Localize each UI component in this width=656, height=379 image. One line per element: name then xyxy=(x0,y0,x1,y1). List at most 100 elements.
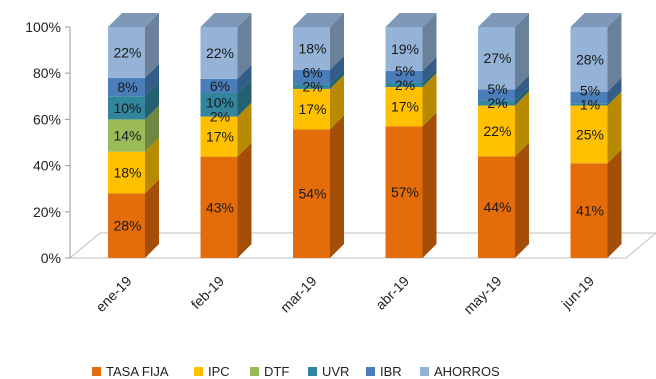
bar-segment-dtf xyxy=(108,119,145,152)
bar-top xyxy=(293,13,344,27)
bar-segment-ipc xyxy=(293,88,330,130)
legend-swatch xyxy=(92,367,101,376)
data-label-ipc: 17% xyxy=(298,101,326,117)
legend-item-ahorros: AHORROS xyxy=(420,364,500,379)
bar-segment-ibr xyxy=(200,78,238,93)
data-label-tasa-fija: 57% xyxy=(391,184,419,200)
legend-item-dtf: DTF xyxy=(250,364,289,379)
x-tick-label: jun-19 xyxy=(558,273,598,313)
bar-side-ibr xyxy=(515,75,529,101)
bar-segment-uvr xyxy=(293,84,330,89)
bar-side-ipc xyxy=(330,74,344,130)
data-label-ibr: 5% xyxy=(487,81,507,97)
x-tick-label: abr-19 xyxy=(372,273,412,313)
bar-stack-mar-19 xyxy=(293,13,344,258)
y-tick-label: 100% xyxy=(25,19,61,35)
bar-side-ibr xyxy=(330,55,344,85)
bar-side-ahorros xyxy=(330,13,344,70)
legend-item-tasa-fija: TASA FIJA xyxy=(92,364,169,379)
bar-side-ahorros xyxy=(515,13,529,90)
legend-item-ibr: IBR xyxy=(366,364,402,379)
bar-top xyxy=(108,13,159,27)
legend: TASA FIJA IPC DTF UVR IBR AHORROS xyxy=(92,364,500,379)
y-axis: 0% 20% 40% 60% 80% 100% xyxy=(25,19,71,266)
bar-segment-uvr xyxy=(200,93,238,117)
bar-side-tasa-fija xyxy=(607,149,622,258)
bar-side-uvr xyxy=(145,82,159,120)
bar-side-ipc xyxy=(422,73,437,127)
bar-segment-ibr xyxy=(108,77,145,97)
data-label-ipc: 17% xyxy=(391,99,419,115)
data-label-ahorros: 22% xyxy=(206,45,234,61)
bar-segment-tasa-fija xyxy=(478,156,515,258)
bar-side-tasa-fija xyxy=(330,115,344,258)
bar-side-uvr xyxy=(237,79,252,117)
bar-segment-ipc xyxy=(570,105,608,164)
bars-group xyxy=(108,13,622,258)
bar-stack-jun-19 xyxy=(570,13,622,258)
bar-segment-ipc xyxy=(385,87,423,127)
bar-segment-ipc xyxy=(108,151,145,194)
data-label-tasa-fija: 43% xyxy=(206,199,234,215)
legend-label: UVR xyxy=(322,364,349,379)
data-label-tasa-fija: 44% xyxy=(483,199,511,215)
bar-side-uvr xyxy=(422,68,437,88)
y-tick-label: 0% xyxy=(41,250,61,266)
bar-segment-tasa-fija xyxy=(108,193,145,258)
x-tick-label: mar-19 xyxy=(277,273,320,316)
data-label-ipc: 18% xyxy=(113,165,141,181)
y-tick-label: 60% xyxy=(33,111,61,127)
data-label-uvr: 10% xyxy=(206,95,234,111)
x-tick-label: feb-19 xyxy=(188,273,228,313)
bar-side-uvr xyxy=(515,86,529,106)
bar-side-ahorros xyxy=(422,13,437,71)
data-label-ahorros: 19% xyxy=(391,41,419,57)
bar-side-ibr xyxy=(422,56,437,83)
bar-segment-ibr xyxy=(293,69,330,85)
bar-side-ahorros xyxy=(237,13,252,79)
bar-stack-may-19 xyxy=(478,13,529,258)
data-label-ahorros: 27% xyxy=(483,50,511,66)
bar-stack-ene-19 xyxy=(108,13,159,258)
bar-side-tasa-fija xyxy=(145,179,159,258)
bar-segment-uvr xyxy=(108,96,145,120)
data-label-ipc: 22% xyxy=(483,123,511,139)
bar-segment-uvr xyxy=(385,82,423,88)
bar-segment-tasa-fija xyxy=(570,163,608,258)
data-label-tasa-fija: 54% xyxy=(298,186,326,202)
legend-swatch xyxy=(420,367,429,376)
data-label-tasa-fija: 41% xyxy=(576,203,604,219)
bar-side-ibr xyxy=(237,64,252,93)
bar-segment-ibr xyxy=(385,70,423,83)
data-label-uvr: 2% xyxy=(487,95,507,111)
x-axis: ene-19 feb-19 mar-19 abr-19 may-19 jun-19 xyxy=(92,273,597,317)
y-tick-label: 40% xyxy=(33,158,61,174)
data-label-dtf: 14% xyxy=(113,128,141,144)
x-tick-label: may-19 xyxy=(460,273,504,317)
bar-side-dtf xyxy=(145,105,159,152)
data-label-ipc: 17% xyxy=(206,129,234,145)
bar-side-ahorros xyxy=(145,13,159,78)
bar-side-tasa-fija xyxy=(515,142,529,258)
bar-segment-ahorros xyxy=(570,27,608,92)
data-label-ibr: 6% xyxy=(302,65,322,81)
bar-side-ibr xyxy=(145,63,159,97)
bar-segment-ibr xyxy=(570,91,608,104)
bar-side-tasa-fija xyxy=(422,112,437,258)
bar-segment-tasa-fija xyxy=(200,156,238,258)
legend-swatch xyxy=(250,367,259,376)
chart-floor xyxy=(68,232,656,259)
bar-segment-ahorros xyxy=(108,27,145,78)
legend-label: AHORROS xyxy=(434,364,500,379)
legend-swatch xyxy=(308,367,317,376)
data-label-ipc: 25% xyxy=(576,126,604,142)
data-label-dtf: 2% xyxy=(210,109,230,125)
bar-segment-ibr xyxy=(478,89,515,101)
legend-label: DTF xyxy=(264,364,289,379)
data-label-uvr: 2% xyxy=(395,77,415,93)
bar-segment-ahorros xyxy=(385,27,423,71)
data-labels-group: 28%18%14%10%8%22%43%17%2%10%6%22%54%17%2… xyxy=(113,40,604,233)
bar-segment-ahorros xyxy=(293,27,330,70)
legend-label: TASA FIJA xyxy=(106,364,169,379)
